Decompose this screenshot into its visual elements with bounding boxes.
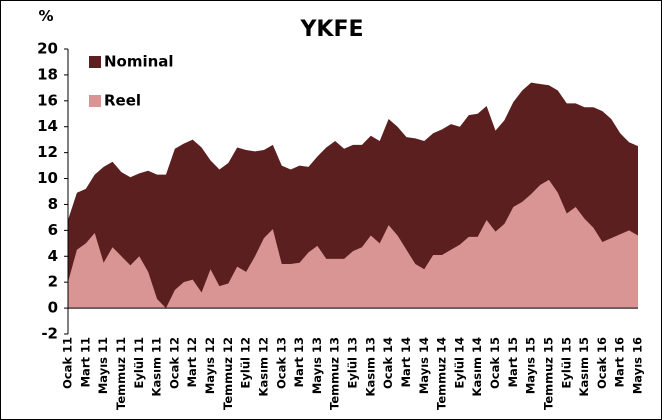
y-tick-label: 12 — [37, 143, 58, 161]
x-tick-label: Eylül 13 — [346, 337, 360, 388]
x-tick-label: Mart 13 — [292, 337, 306, 387]
x-tick-label: Temmuz 12 — [221, 337, 235, 410]
x-tick-label: Mayıs 13 — [310, 337, 324, 394]
legend-label: Reel — [104, 92, 141, 110]
x-tick-label: Eylül 14 — [452, 337, 466, 388]
x-tick-label: Kasım 11 — [150, 337, 164, 396]
x-tick-label: Ocak 15 — [488, 337, 502, 389]
x-tick-label: Mayıs 14 — [417, 337, 431, 394]
y-tick-label: 8 — [48, 195, 58, 213]
x-tick-label: Eylül 15 — [559, 337, 573, 388]
x-tick-label: Temmuz 15 — [541, 337, 555, 410]
y-tick-label: 6 — [48, 221, 58, 239]
y-tick-label: 16 — [37, 91, 58, 109]
x-tick-label: Ocak 11 — [61, 337, 75, 389]
x-tick-label: Temmuz 11 — [114, 337, 128, 410]
x-tick-label: Kasım 14 — [470, 337, 484, 396]
y-tick-label: 10 — [37, 169, 58, 187]
y-tick-label: 18 — [37, 65, 58, 83]
legend-swatch — [89, 56, 101, 68]
x-tick-label: Mayıs 16 — [631, 337, 645, 394]
legend-label: Nominal — [104, 53, 174, 71]
y-tick-label: 2 — [48, 273, 58, 291]
x-tick-label: Mart 14 — [399, 337, 413, 387]
x-tick-label: Temmuz 14 — [435, 337, 449, 410]
x-tick-label: Kasım 15 — [577, 337, 591, 396]
x-tick-label: Ocak 12 — [167, 337, 181, 389]
y-tick-label: 4 — [48, 247, 58, 265]
x-tick-label: Mart 12 — [185, 337, 199, 387]
x-tick-label: Eylül 12 — [239, 337, 253, 388]
legend-swatch — [89, 95, 101, 107]
x-tick-label: Eylül 11 — [132, 337, 146, 388]
x-tick-label: Ocak 14 — [381, 337, 395, 389]
x-tick-label: Kasım 12 — [256, 337, 270, 396]
x-tick-label: Kasım 13 — [363, 337, 377, 396]
y-tick-label: 0 — [48, 299, 58, 317]
y-tick-label: 14 — [37, 117, 58, 135]
x-tick-label: Mart 16 — [613, 337, 627, 387]
x-tick-label: Mayıs 12 — [203, 337, 217, 394]
y-axis-label: % — [38, 7, 53, 25]
x-tick-label: Ocak 16 — [595, 337, 609, 389]
chart-title: YKFE — [299, 17, 363, 42]
x-tick-label: Ocak 13 — [274, 337, 288, 389]
x-tick-label: Mart 15 — [506, 337, 520, 387]
x-tick-label: Mayıs 15 — [524, 337, 538, 394]
y-tick-label: -2 — [41, 325, 58, 343]
x-tick-label: Temmuz 13 — [328, 337, 342, 410]
x-tick-label: Mayıs 11 — [96, 337, 110, 394]
y-tick-label: 20 — [37, 40, 58, 58]
x-tick-label: Mart 11 — [78, 337, 92, 387]
area — [68, 179, 638, 309]
